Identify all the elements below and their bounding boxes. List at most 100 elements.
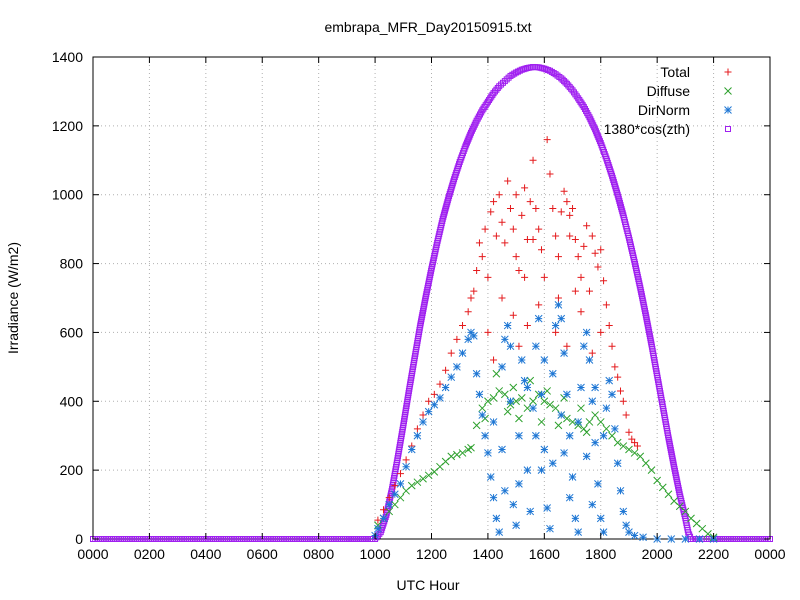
data-point [577,308,585,316]
data-point [470,287,478,295]
data-point [396,493,405,502]
data-point [515,266,523,274]
data-point [495,387,504,395]
data-point [518,211,526,219]
data-point [512,397,520,406]
data-point [522,65,529,72]
data-point [543,66,550,73]
data-point [484,397,492,406]
data-point [459,322,467,330]
data-point [506,204,514,212]
data-point [503,407,512,416]
data-point [490,356,498,364]
data-point [453,363,461,371]
data-point [543,136,551,144]
legend-marker [724,68,732,76]
data-point [548,459,557,468]
data-point [500,335,509,344]
data-point [548,369,557,378]
data-point [592,126,599,133]
data-point [551,321,560,330]
data-point [596,138,603,145]
data-point [419,418,427,426]
data-point [608,342,616,350]
data-point [465,135,472,142]
data-point [447,452,456,461]
data-point [546,400,554,409]
data-point [647,466,656,474]
data-point [515,414,523,423]
data-point [594,132,601,139]
x-tick-label: 1000 [360,546,391,562]
y-tick-label: 1000 [52,187,83,203]
x-tick-label: 0600 [247,546,278,562]
series-layer [90,63,773,543]
data-point [529,397,537,406]
data-point [537,390,546,399]
data-point [588,500,597,509]
data-point [469,332,478,340]
data-point [554,253,562,261]
data-point [503,321,512,330]
data-point [515,68,522,75]
data-point [473,266,481,274]
data-point [509,500,518,509]
data-point [526,198,534,206]
data-point [625,428,633,436]
data-point [585,287,593,295]
data-point [532,342,540,351]
chart-title: embrapa_MFR_Day20150915.txt [324,19,531,35]
data-point [484,273,492,281]
data-point [523,404,532,413]
data-point [563,414,571,423]
data-point [523,322,531,330]
data-point [390,490,399,499]
data-point [557,411,566,419]
data-point [374,516,382,524]
data-point [495,528,504,536]
data-point [622,411,630,419]
data-point [402,456,410,464]
data-point [385,507,394,516]
data-point [582,452,591,461]
data-point [509,225,517,233]
data-point [481,225,489,233]
data-point [658,483,667,492]
data-point [509,383,518,392]
data-point [642,459,650,468]
data-point [489,393,498,402]
data-point [557,314,566,323]
data-point [464,137,471,144]
data-point [430,400,439,409]
data-point [605,322,613,330]
data-point [565,431,574,440]
data-point [532,431,540,440]
data-point [517,356,526,364]
y-tick-label: 400 [60,393,84,409]
data-point [664,490,673,499]
data-point [636,452,645,461]
data-point [588,349,596,357]
data-point [543,504,552,512]
data-point [478,404,487,413]
data-point [447,349,455,357]
data-point [568,473,577,481]
data-point [695,535,704,543]
x-tick-label: 0000 [77,546,108,562]
data-point [681,507,690,516]
data-point [566,232,574,240]
data-point [549,204,557,212]
data-point [594,480,602,488]
data-point [596,136,603,143]
data-point [633,442,641,450]
data-point [599,528,608,536]
data-point [588,232,596,240]
data-point [526,376,535,385]
data-point [602,404,611,413]
data-point [484,328,492,336]
data-point [591,438,599,447]
data-point [538,246,546,254]
data-point [619,442,628,450]
data-point [498,294,506,302]
